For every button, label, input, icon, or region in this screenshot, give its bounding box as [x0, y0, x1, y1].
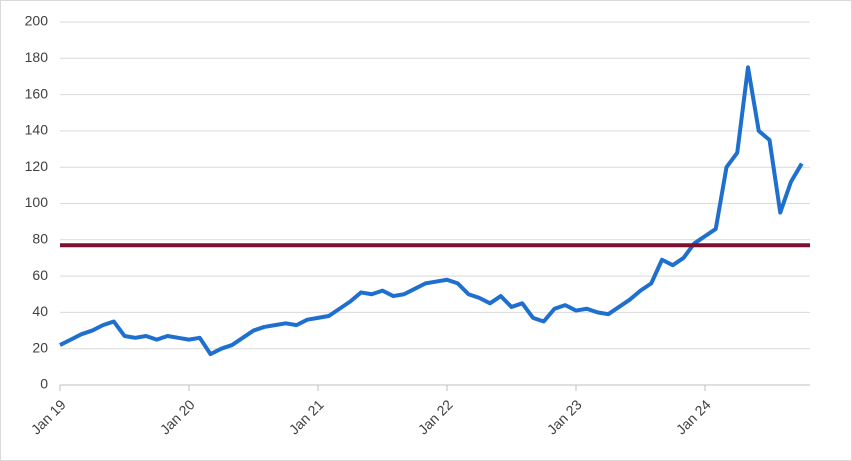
y-tick-label: 140	[25, 122, 49, 138]
y-tick-label: 180	[25, 49, 49, 65]
y-tick-label: 60	[32, 267, 48, 283]
line-series	[59, 65, 804, 357]
y-tick-label: 200	[25, 13, 49, 29]
y-tick-label: 120	[25, 158, 49, 174]
y-tick-label: 160	[25, 85, 49, 101]
y-tick-label: 80	[32, 231, 48, 247]
y-tick-label: 40	[32, 303, 48, 319]
y-tick-label: 0	[40, 376, 48, 392]
y-tick-label: 20	[32, 339, 48, 355]
y-tick-label: 100	[25, 194, 49, 210]
